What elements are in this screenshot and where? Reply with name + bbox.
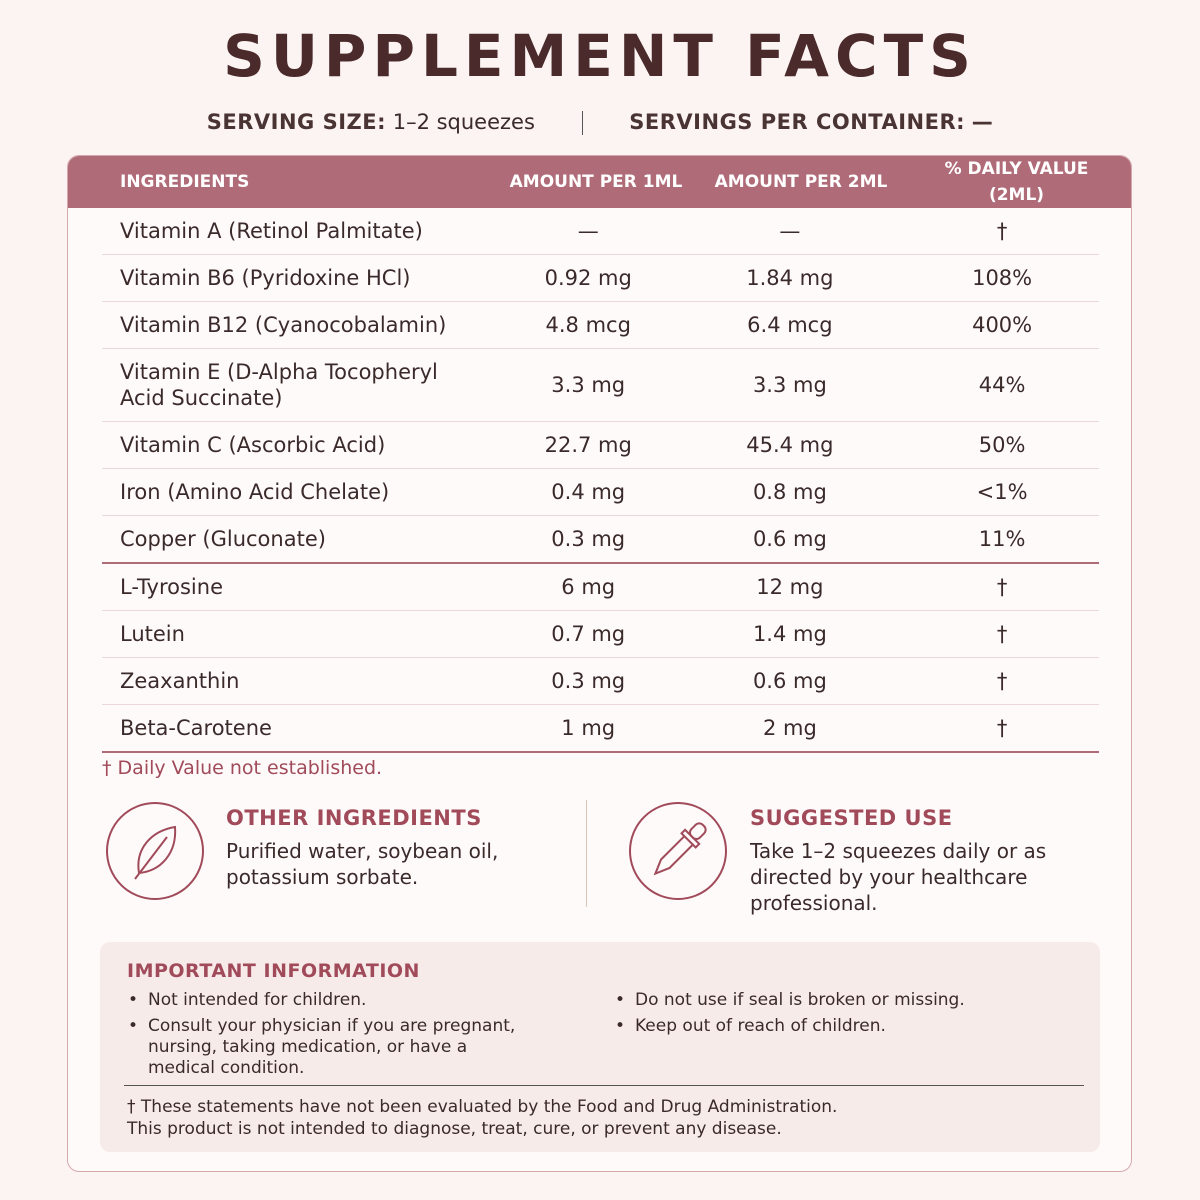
rule <box>124 1085 1084 1086</box>
cell: 22.7 mg <box>544 433 632 457</box>
cell: † <box>996 575 1008 599</box>
bullet-item: Do not use if seal is broken or missing. <box>615 990 1035 1011</box>
text: Take 1–2 squeezes daily or as directed b… <box>750 839 1047 915</box>
heading: IMPORTANT INFORMATION <box>127 960 420 982</box>
cell: 0.3 mg <box>551 527 626 551</box>
cell: 1 mg <box>561 716 616 740</box>
cell: 0.4 mg <box>551 480 626 504</box>
label: SERVINGS PER CONTAINER: <box>629 110 966 134</box>
cell: † <box>996 669 1008 693</box>
cell: 0.6 mg <box>752 527 827 551</box>
cell: † <box>996 622 1008 646</box>
heading: OTHER INGREDIENTS <box>226 806 482 830</box>
cell: 12 mg <box>756 575 824 599</box>
table-row: Vitamin C (Ascorbic Acid) 22.7 mg 45.4 mg 5… <box>102 422 1099 469</box>
cell: 0.3 mg <box>551 669 626 693</box>
dropper-icon <box>629 802 727 900</box>
table-row: Vitamin E (D-Alpha Tocopheryl Acid Succi… <box>102 349 1099 422</box>
cell: 50% <box>978 433 1026 457</box>
value: 1–2 squeezes <box>392 110 535 134</box>
cell: 3.3 mg <box>551 373 626 397</box>
table-body: Vitamin A (Retinol Palmitate) — — † Vitamin … <box>102 208 1099 753</box>
column-header: AMOUNT PER 2ML <box>714 172 888 192</box>
table-row: Vitamin A (Retinol Palmitate) — — † <box>102 208 1099 255</box>
table-row: Zeaxanthin 0.3 mg 0.6 mg † <box>102 658 1099 705</box>
list: Not intended for children. Consult your p… <box>128 990 518 1084</box>
disclaimer-line: This product is not intended to diagnose… <box>127 1119 782 1139</box>
cell: 0.8 mg <box>752 480 827 504</box>
cell: — <box>577 219 599 243</box>
table-row: Vitamin B6 (Pyridoxine HCl) 0.92 mg 1.84 m… <box>102 255 1099 302</box>
separator <box>581 111 583 135</box>
cell: <1% <box>976 480 1028 504</box>
column-header: INGREDIENTS <box>120 172 250 192</box>
table-section: L-Tyrosine 6 mg 12 mg † Lutein 0.7 mg 1.4 mg † Z… <box>102 564 1099 753</box>
cell: 6 mg <box>561 575 616 599</box>
bullet-item: Keep out of reach of children. <box>615 1016 1035 1037</box>
title: SUPPLEMENT FACTS <box>223 22 977 90</box>
disclaimer-line: † These statements have not been evaluat… <box>127 1097 838 1117</box>
cell: 400% <box>972 313 1033 337</box>
cell: Vitamin B12 (Cyanocobalamin) <box>120 313 447 337</box>
cell: 1.84 mg <box>746 266 834 290</box>
cell: † <box>996 219 1008 243</box>
cell: 0.92 mg <box>544 266 632 290</box>
cell: Vitamin C (Ascorbic Acid) <box>120 433 386 457</box>
table-row: Lutein 0.7 mg 1.4 mg † <box>102 611 1099 658</box>
cell: 0.7 mg <box>551 622 626 646</box>
cell: 0.6 mg <box>752 669 827 693</box>
important-box: IMPORTANT INFORMATION Not intended for c… <box>100 942 1100 1152</box>
cell: 3.3 mg <box>752 373 827 397</box>
cell: Iron (Amino Acid Chelate) <box>120 480 390 504</box>
list: Do not use if seal is broken or missing.… <box>615 990 1035 1042</box>
value: — <box>971 110 994 134</box>
cell: 11% <box>978 527 1026 551</box>
suggested-use: SUGGESTED USE Take 1–2 squeezes daily or… <box>750 806 1060 916</box>
text: Purified water, soybean oil, potassium s… <box>226 839 499 889</box>
cell: Lutein <box>120 622 185 646</box>
cell: 44% <box>978 373 1026 397</box>
bullet-item: Consult your physician if you are pregna… <box>128 1016 518 1079</box>
cell: 6.4 mcg <box>747 313 833 337</box>
table-row: Copper (Gluconate) 0.3 mg 0.6 mg 11% <box>102 516 1099 562</box>
disclaimer: † These statements have not been evaluat… <box>127 1096 837 1140</box>
cell: 108% <box>972 266 1033 290</box>
footnote: † Daily Value not established. <box>102 757 383 779</box>
table-row: Vitamin B12 (Cyanocobalamin) 4.8 mcg 6.4 m… <box>102 302 1099 349</box>
other-ingredients: OTHER INGREDIENTS Purified water, soybea… <box>226 806 546 890</box>
table-row: L-Tyrosine 6 mg 12 mg † <box>102 564 1099 611</box>
column-header: % DAILY VALUE (2ML) <box>944 159 1089 205</box>
cell: Beta-Carotene <box>120 716 272 740</box>
label: SERVING SIZE: <box>206 110 387 134</box>
leaf-icon <box>106 802 204 900</box>
cell: 1.4 mg <box>752 622 827 646</box>
table-section: Vitamin A (Retinol Palmitate) — — † Vitamin … <box>102 208 1099 564</box>
table-row: Iron (Amino Acid Chelate) 0.4 mg 0.8 mg <1% <box>102 469 1099 516</box>
cell: Vitamin B6 (Pyridoxine HCl) <box>120 266 411 290</box>
serving-line: SERVING SIZE: 1–2 squeezes SERVINGS PER … <box>0 110 1200 135</box>
column-header: AMOUNT PER 1ML <box>509 172 683 192</box>
header-band <box>68 156 1131 208</box>
cell: 45.4 mg <box>746 433 834 457</box>
cell: L-Tyrosine <box>120 575 223 599</box>
cell: 2 mg <box>762 716 817 740</box>
cell: Zeaxanthin <box>120 669 240 693</box>
cell: 4.8 mcg <box>545 313 631 337</box>
table-row: Beta-Carotene 1 mg 2 mg † <box>102 705 1099 751</box>
bullet-item: Not intended for children. <box>128 990 518 1011</box>
table-header: INGREDIENTS AMOUNT PER 1ML AMOUNT PER 2ML%… <box>102 156 1115 208</box>
heading: SUGGESTED USE <box>750 806 953 830</box>
divider <box>586 800 587 907</box>
cell: † <box>996 716 1008 740</box>
cell: — <box>779 219 801 243</box>
cell: Vitamin A (Retinol Palmitate) <box>120 219 423 243</box>
cell: Copper (Gluconate) <box>120 527 326 551</box>
cell: Vitamin E (D-Alpha Tocopheryl Acid Succi… <box>120 360 438 410</box>
